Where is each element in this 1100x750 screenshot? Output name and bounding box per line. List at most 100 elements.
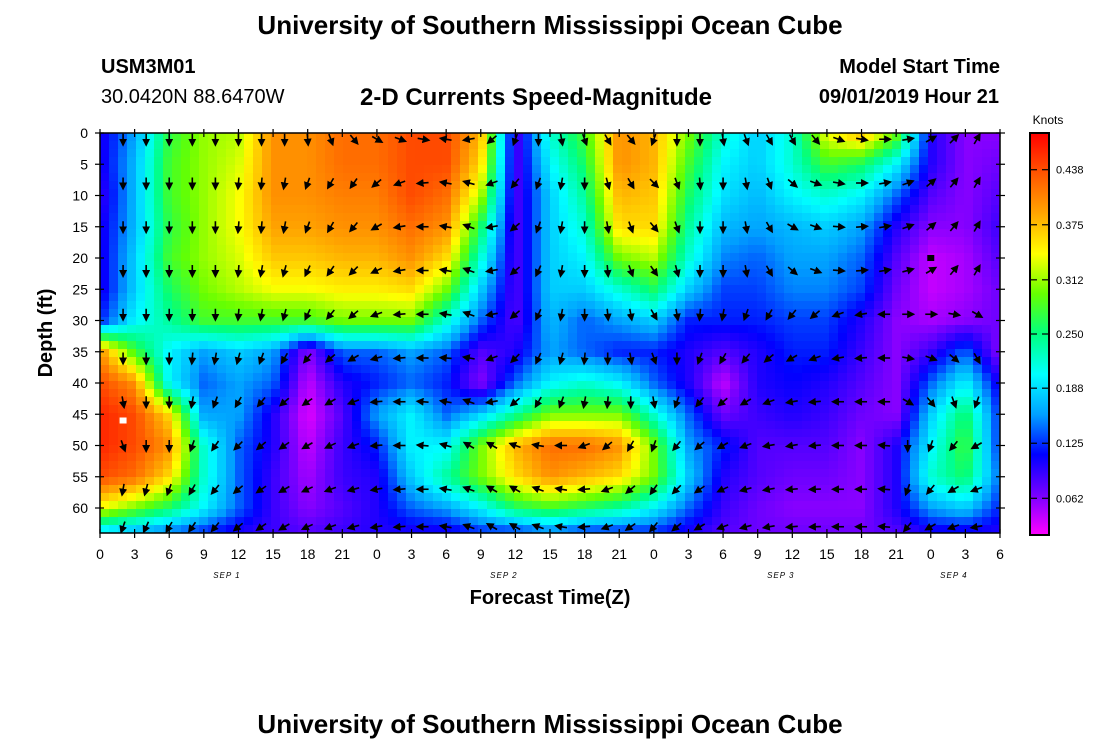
heatmap-cell [820, 397, 830, 406]
heatmap-cell [379, 397, 389, 406]
heatmap-cell [694, 493, 704, 502]
heatmap-cell [928, 317, 938, 326]
heatmap-cell [307, 341, 317, 350]
heatmap-cell [316, 317, 326, 326]
heatmap-cell [550, 437, 560, 446]
heatmap-cell [964, 261, 974, 270]
heatmap-cell [883, 245, 893, 254]
heatmap-cell [586, 213, 596, 222]
heatmap-cell [820, 165, 830, 174]
heatmap-cell [739, 197, 749, 206]
heatmap-cell [901, 189, 911, 198]
heatmap-cell [361, 477, 371, 486]
heatmap-cell [667, 461, 677, 470]
heatmap-cell [730, 357, 740, 366]
heatmap-cell [253, 149, 263, 158]
heatmap-cell [307, 381, 317, 390]
heatmap-cell [514, 509, 524, 518]
heatmap-cell [154, 173, 164, 182]
heatmap-cell [172, 213, 182, 222]
heatmap-cell [208, 309, 218, 318]
heatmap-cell [100, 357, 110, 366]
heatmap-cell [298, 157, 308, 166]
heatmap-cell [406, 165, 416, 174]
heatmap-cell [793, 133, 803, 142]
heatmap-cell [190, 373, 200, 382]
heatmap-cell [460, 301, 470, 310]
heatmap-cell [613, 445, 623, 454]
heatmap-cell [199, 141, 209, 150]
heatmap-cell [577, 421, 587, 430]
heatmap-cell [523, 269, 533, 278]
heatmap-cell [577, 501, 587, 510]
heatmap-cell [829, 333, 839, 342]
heatmap-cell [262, 157, 272, 166]
heatmap-cell [568, 413, 578, 422]
heatmap-cell [118, 253, 128, 262]
heatmap-cell [676, 325, 686, 334]
heatmap-cell [541, 317, 551, 326]
heatmap-cell [865, 205, 875, 214]
heatmap-cell [406, 405, 416, 414]
heatmap-cell [118, 389, 128, 398]
heatmap-cell [622, 245, 632, 254]
heatmap-cell [793, 213, 803, 222]
heatmap-cell [118, 157, 128, 166]
heatmap-cell [730, 405, 740, 414]
heatmap-cell [550, 309, 560, 318]
heatmap-cell [118, 277, 128, 286]
heatmap-cell [316, 277, 326, 286]
heatmap-cell [424, 285, 434, 294]
heatmap-cell [631, 373, 641, 382]
heatmap-cell [244, 309, 254, 318]
heatmap-cell [325, 461, 335, 470]
heatmap-cell [460, 237, 470, 246]
heatmap-cell [316, 173, 326, 182]
heatmap-cell [901, 501, 911, 510]
heatmap-cell [514, 453, 524, 462]
heatmap-cell [820, 309, 830, 318]
heatmap-cell [820, 437, 830, 446]
heatmap-cell [235, 213, 245, 222]
heatmap-cell [325, 493, 335, 502]
heatmap-cell [973, 517, 983, 526]
heatmap-cell [676, 421, 686, 430]
heatmap-cell [334, 197, 344, 206]
heatmap-cell [343, 293, 353, 302]
heatmap-cell [388, 173, 398, 182]
heatmap-cell [955, 205, 965, 214]
heatmap-cell [262, 221, 272, 230]
heatmap-cell [838, 165, 848, 174]
heatmap-cell [703, 245, 713, 254]
heatmap-cell [316, 357, 326, 366]
heatmap-cell [739, 165, 749, 174]
heatmap-cell [379, 349, 389, 358]
heatmap-cell [685, 229, 695, 238]
heatmap-cell [748, 429, 758, 438]
heatmap-cell [820, 301, 830, 310]
heatmap-cell [766, 149, 776, 158]
heatmap-cell [451, 501, 461, 510]
heatmap-cell [667, 173, 677, 182]
heatmap-cell [469, 349, 479, 358]
heatmap-cell [451, 477, 461, 486]
heatmap-cell [577, 293, 587, 302]
heatmap-cell [685, 189, 695, 198]
heatmap-cell [595, 333, 605, 342]
heatmap-cell [361, 453, 371, 462]
heatmap-cell [640, 357, 650, 366]
heatmap-cell [685, 237, 695, 246]
heatmap-cell [721, 525, 731, 533]
heatmap-cell [334, 341, 344, 350]
heatmap-cell [847, 293, 857, 302]
heatmap-cell [307, 485, 317, 494]
heatmap-cell [622, 213, 632, 222]
heatmap-cell [721, 477, 731, 486]
heatmap-cell [469, 261, 479, 270]
heatmap-cell [784, 461, 794, 470]
heatmap-cell [946, 261, 956, 270]
heatmap-cell [379, 141, 389, 150]
heatmap-cell [163, 365, 173, 374]
heatmap-cell [577, 461, 587, 470]
heatmap-cell [172, 277, 182, 286]
